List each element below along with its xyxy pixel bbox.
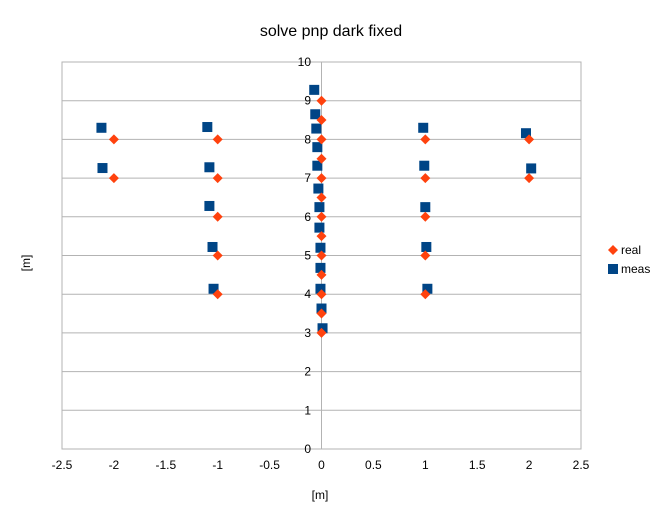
data-point-meas [315,242,326,253]
x-tick-label: -1 [212,458,223,472]
data-point-real [316,173,327,184]
data-point-real [316,269,327,280]
data-point-real [420,250,431,261]
data-point-meas [419,160,430,171]
data-point-real [316,95,327,106]
data-point-meas [315,262,326,273]
y-tick-label: 10 [298,55,312,69]
y-tick-labels: 0 1 2 3 4 5 6 7 8 9 10 [298,55,312,456]
data-point-meas [421,241,432,252]
x-tick-label: -2.5 [52,458,73,472]
legend-label: real [621,243,641,257]
data-point-meas [204,162,215,173]
data-point-meas [422,283,433,294]
data-point-real [212,250,223,261]
y-tick-label: 2 [304,365,311,379]
plot-area [61,61,582,450]
series-real [108,95,535,338]
data-point-meas [312,142,323,153]
x-axis-label: [m] [312,488,329,502]
data-point-meas [313,183,324,194]
series-meas [96,84,537,334]
legend-item-real: real [608,243,641,257]
data-point-real [212,289,223,300]
data-point-real [316,211,327,222]
data-point-meas [208,283,219,294]
data-point-meas [316,303,327,314]
data-point-real [316,327,327,338]
data-point-real [316,153,327,164]
data-point-meas [97,163,108,174]
data-point-meas [204,200,215,211]
chart-title: solve pnp dark fixed [260,23,402,40]
data-point-real [316,308,327,319]
data-point-real [316,115,327,126]
y-tick-label: 9 [304,94,311,108]
x-tick-label: 0.5 [365,458,382,472]
data-point-meas [420,202,431,213]
legend-label: meas [621,262,650,276]
y-axis-label: [m] [19,255,33,272]
data-point-meas [314,202,325,213]
data-point-meas [317,323,328,334]
legend-item-meas: meas [608,262,650,276]
y-tick-label: 8 [304,132,311,146]
y-tick-label: 3 [304,326,311,340]
legend-marker-meas [608,264,618,274]
y-tick-label: 5 [304,249,311,263]
data-point-meas [311,123,322,134]
data-point-real [212,211,223,222]
data-point-meas [96,122,107,133]
data-point-meas [202,122,213,133]
y-tick-label: 4 [304,287,311,301]
x-tick-label: 1.5 [469,458,486,472]
data-point-real [108,173,119,184]
data-point-meas [312,160,323,171]
x-tick-label: 2.5 [573,458,590,472]
data-point-real [316,231,327,242]
y-tick-label: 1 [304,403,311,417]
data-point-meas [315,283,326,294]
data-point-real [108,134,119,145]
data-point-real [524,173,535,184]
data-point-real [420,211,431,222]
data-point-real [316,192,327,203]
y-tick-label: 7 [304,171,311,185]
data-point-real [212,173,223,184]
data-point-real [420,173,431,184]
x-tick-label: 0 [318,458,325,472]
data-point-real [316,289,327,300]
legend: real meas [608,243,650,276]
x-tick-label: 1 [422,458,429,472]
data-point-meas [207,241,218,252]
data-point-real [212,134,223,145]
y-tick-label: 0 [304,442,311,456]
x-tick-label: 2 [526,458,533,472]
data-point-meas [314,222,325,233]
data-point-meas [309,84,320,95]
data-point-meas [418,122,429,133]
x-tick-labels: -2.5 -2 -1.5 -1 -0.5 0 0.5 1 1.5 2 2.5 [52,458,590,472]
data-point-real [524,134,535,145]
data-point-real [316,134,327,145]
x-tick-label: -1.5 [155,458,176,472]
data-point-real [420,289,431,300]
data-point-real [420,134,431,145]
data-point-real [316,250,327,261]
data-points [96,84,537,338]
data-point-meas [526,163,537,174]
x-tick-label: -0.5 [259,458,280,472]
x-tick-label: -2 [109,458,120,472]
data-point-meas [310,109,321,120]
y-tick-label: 6 [304,210,311,224]
data-point-meas [520,128,531,139]
legend-marker-real [608,245,618,255]
